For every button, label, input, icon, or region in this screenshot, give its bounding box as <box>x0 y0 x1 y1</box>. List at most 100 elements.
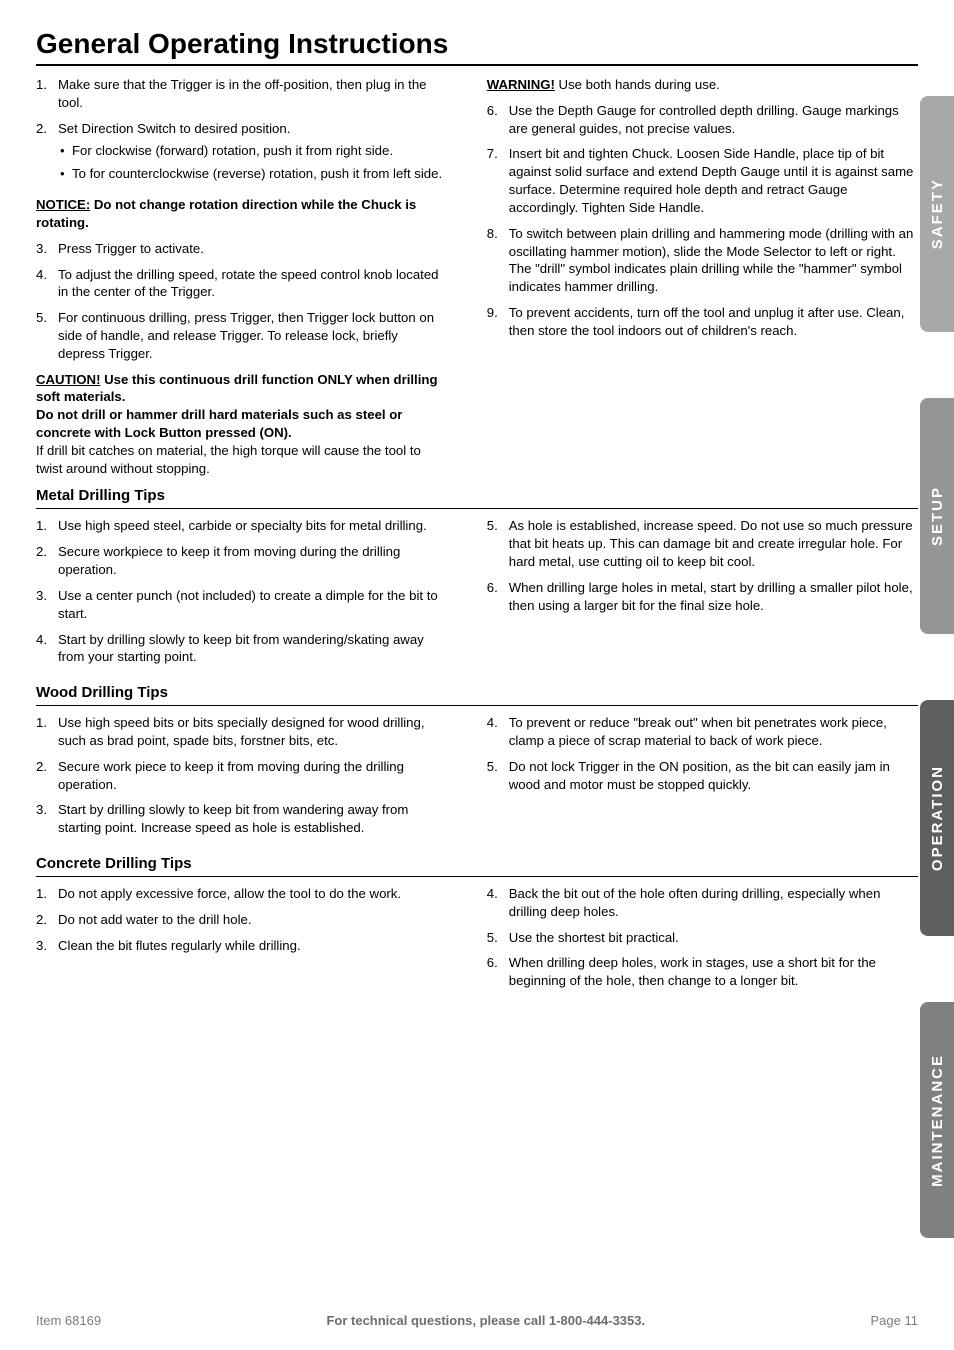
sub-bullet: •To for counterclockwise (reverse) rotat… <box>58 165 447 183</box>
section-concrete: 1.Do not apply excessive force, allow th… <box>36 885 918 998</box>
caution-block: CAUTION! Use this continuous drill funct… <box>36 371 447 478</box>
list-body: Use a center punch (not included) to cre… <box>58 587 447 623</box>
col-right-wood: 4.To prevent or reduce "break out" when … <box>487 714 918 845</box>
list-body: Do not lock Trigger in the ON position, … <box>509 758 918 794</box>
list-item: 2.Do not add water to the drill hole. <box>36 911 447 929</box>
list-number: 4. <box>487 714 509 750</box>
list-item: 1.Use high speed steel, carbide or speci… <box>36 517 447 535</box>
col-right-metal: 5.As hole is established, increase speed… <box>487 517 918 674</box>
heading-wood: Wood Drilling Tips <box>36 684 918 701</box>
section-wood: 1.Use high speed bits or bits specially … <box>36 714 918 845</box>
list-number: 5. <box>36 309 58 362</box>
bullet-text: To for counterclockwise (reverse) rotati… <box>72 165 442 183</box>
side-tab-label: MAINTENANCE <box>929 1054 946 1187</box>
side-tab: SETUP <box>920 398 954 634</box>
list-number: 5. <box>487 758 509 794</box>
list-body: To prevent accidents, turn off the tool … <box>509 304 918 340</box>
warning-label: WARNING! <box>487 77 555 92</box>
col-left-wood: 1.Use high speed bits or bits specially … <box>36 714 447 845</box>
list-item: 6.Use the Depth Gauge for controlled dep… <box>487 102 918 138</box>
heading-concrete: Concrete Drilling Tips <box>36 855 918 872</box>
list-item: 2.Secure work piece to keep it from movi… <box>36 758 447 794</box>
list-number: 7. <box>487 145 509 216</box>
list-number: 3. <box>36 587 58 623</box>
list-number: 2. <box>36 911 58 929</box>
caution-label: CAUTION! <box>36 372 100 387</box>
list-number: 1. <box>36 517 58 535</box>
side-tab-label: OPERATION <box>929 765 946 871</box>
list-item: 3.Use a center punch (not included) to c… <box>36 587 447 623</box>
side-tab: MAINTENANCE <box>920 1002 954 1238</box>
list-item: 7.Insert bit and tighten Chuck. Loosen S… <box>487 145 918 216</box>
list-number: 1. <box>36 714 58 750</box>
bullet-dot: • <box>58 142 72 160</box>
col-left-metal: 1.Use high speed steel, carbide or speci… <box>36 517 447 674</box>
list-body: Secure workpiece to keep it from moving … <box>58 543 447 579</box>
footer-page: Page 11 <box>871 1313 918 1328</box>
list-number: 1. <box>36 885 58 903</box>
list-number: 3. <box>36 801 58 837</box>
col-left-general: 1.Make sure that the Trigger is in the o… <box>36 76 447 477</box>
notice-body: Do not change rotation direction while t… <box>36 197 416 230</box>
footer-item: Item 68169 <box>36 1313 101 1328</box>
list-body: Secure work piece to keep it from moving… <box>58 758 447 794</box>
list-item: 4.To prevent or reduce "break out" when … <box>487 714 918 750</box>
notice-label: NOTICE: <box>36 197 90 212</box>
divider-concrete <box>36 876 918 877</box>
list-body: Back the bit out of the hole often durin… <box>509 885 918 921</box>
list-body: As hole is established, increase speed. … <box>509 517 918 570</box>
list-number: 1. <box>36 76 58 112</box>
list-body: Press Trigger to activate. <box>58 240 447 258</box>
list-number: 6. <box>487 954 509 990</box>
side-tab-label: SETUP <box>929 486 946 546</box>
warning-body: Use both hands during use. <box>555 77 720 92</box>
list-number: 4. <box>487 885 509 921</box>
side-tab: SAFETY <box>920 96 954 332</box>
list-item: 6.When drilling deep holes, work in stag… <box>487 954 918 990</box>
list-item: 2.Secure workpiece to keep it from movin… <box>36 543 447 579</box>
notice-line: NOTICE: Do not change rotation direction… <box>36 196 447 232</box>
side-tabs: SAFETY SETUP OPERATION MAINTENANCE <box>920 0 954 1350</box>
list-number: 4. <box>36 266 58 302</box>
col-right-concrete: 4.Back the bit out of the hole often dur… <box>487 885 918 998</box>
list-body: Use high speed bits or bits specially de… <box>58 714 447 750</box>
list-body: Do not apply excessive force, allow the … <box>58 885 447 903</box>
caution-tail: If drill bit catches on material, the hi… <box>36 443 421 476</box>
list-body: Do not add water to the drill hole. <box>58 911 447 929</box>
list-body: Use the Depth Gauge for controlled depth… <box>509 102 918 138</box>
section-metal: 1.Use high speed steel, carbide or speci… <box>36 517 918 674</box>
bullet-text: For clockwise (forward) rotation, push i… <box>72 142 393 160</box>
list-item: 8.To switch between plain drilling and h… <box>487 225 918 296</box>
list-item: 2.Set Direction Switch to desired positi… <box>36 120 447 188</box>
col-left-concrete: 1.Do not apply excessive force, allow th… <box>36 885 447 998</box>
sub-bullet: •For clockwise (forward) rotation, push … <box>58 142 447 160</box>
list-item: 9.To prevent accidents, turn off the too… <box>487 304 918 340</box>
list-number: 5. <box>487 929 509 947</box>
list-item: 4.Start by drilling slowly to keep bit f… <box>36 631 447 667</box>
list-body: To adjust the drilling speed, rotate the… <box>58 266 447 302</box>
list-item: 3.Start by drilling slowly to keep bit f… <box>36 801 447 837</box>
list-number: 4. <box>36 631 58 667</box>
list-item: 5.Do not lock Trigger in the ON position… <box>487 758 918 794</box>
list-number: 8. <box>487 225 509 296</box>
page-footer: Item 68169 For technical questions, plea… <box>36 1313 918 1328</box>
list-body: To prevent or reduce "break out" when bi… <box>509 714 918 750</box>
list-number: 2. <box>36 120 58 188</box>
list-item: 6.When drilling large holes in metal, st… <box>487 579 918 615</box>
list-body: Insert bit and tighten Chuck. Loosen Sid… <box>509 145 918 216</box>
list-item: 3.Press Trigger to activate. <box>36 240 447 258</box>
list-body: For continuous drilling, press Trigger, … <box>58 309 447 362</box>
side-tab-label: SAFETY <box>929 178 946 249</box>
list-body: Make sure that the Trigger is in the off… <box>58 76 447 112</box>
list-number: 3. <box>36 937 58 955</box>
list-number: 3. <box>36 240 58 258</box>
title-divider <box>36 64 918 66</box>
list-number: 2. <box>36 543 58 579</box>
list-number: 6. <box>487 102 509 138</box>
list-item: 5.As hole is established, increase speed… <box>487 517 918 570</box>
list-body: Use the shortest bit practical. <box>509 929 918 947</box>
col-right-general: WARNING! Use both hands during use. 6.Us… <box>487 76 918 477</box>
list-number: 2. <box>36 758 58 794</box>
list-item: 1.Use high speed bits or bits specially … <box>36 714 447 750</box>
list-number: 5. <box>487 517 509 570</box>
